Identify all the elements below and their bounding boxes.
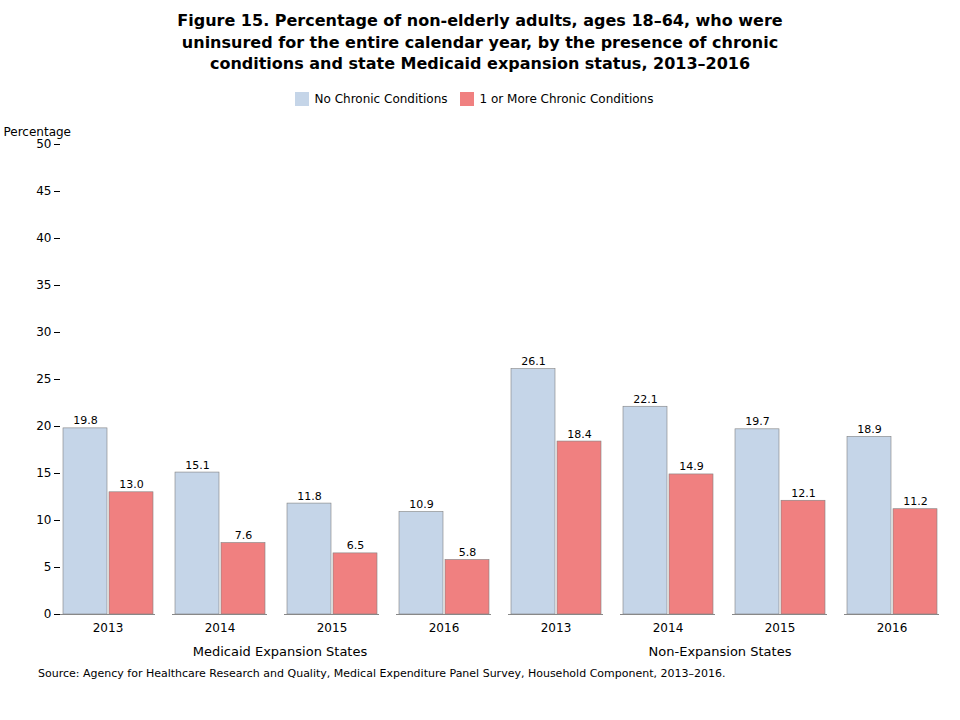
html-text:No Chronic Conditions: No Chronic Conditions xyxy=(314,92,448,107)
svg-text:2015: 2015 xyxy=(765,621,796,635)
svg-text:35: 35 xyxy=(36,278,51,292)
svg-text:2016: 2016 xyxy=(877,621,908,635)
svg-text:5.8: 5.8 xyxy=(459,546,477,559)
svg-text:26.1: 26.1 xyxy=(521,355,546,368)
svg-text:25: 25 xyxy=(36,372,51,386)
svg-text:2013: 2013 xyxy=(93,621,124,635)
html-text:Non-Expansion States: Non-Expansion States xyxy=(648,643,792,659)
html-text:1 or More Chronic Conditions: 1 or More Chronic Conditions xyxy=(479,92,654,107)
svg-text:19.7: 19.7 xyxy=(745,415,770,428)
html-text:Medicaid Expansion States: Medicaid Expansion States xyxy=(192,643,368,659)
svg-text:15: 15 xyxy=(36,466,51,480)
svg-text:14.9: 14.9 xyxy=(679,460,704,473)
html-text:Source: Agency for Healthcare: Source: Agency for Healthcare Research a… xyxy=(38,666,726,680)
svg-text:2014: 2014 xyxy=(653,621,684,635)
svg-text:40: 40 xyxy=(36,231,51,245)
svg-text:12.1: 12.1 xyxy=(791,487,816,500)
svg-text:2015: 2015 xyxy=(317,621,348,635)
svg-text:6.5: 6.5 xyxy=(347,539,365,552)
svg-text:18.9: 18.9 xyxy=(857,423,882,436)
svg-text:13.0: 13.0 xyxy=(119,478,144,491)
svg-text:20: 20 xyxy=(36,419,51,433)
svg-text:11.2: 11.2 xyxy=(903,495,928,508)
svg-text:10: 10 xyxy=(36,513,51,527)
svg-text:15.1: 15.1 xyxy=(185,458,210,471)
svg-text:19.8: 19.8 xyxy=(73,414,98,427)
svg-text:2014: 2014 xyxy=(205,621,236,635)
svg-text:2013: 2013 xyxy=(541,621,572,635)
svg-text:18.4: 18.4 xyxy=(567,427,592,440)
svg-text:7.6: 7.6 xyxy=(235,529,253,542)
svg-text:50: 50 xyxy=(36,137,51,151)
svg-text:45: 45 xyxy=(36,184,51,198)
svg-text:30: 30 xyxy=(36,325,51,339)
svg-text:22.1: 22.1 xyxy=(633,393,658,406)
svg-text:5: 5 xyxy=(44,560,52,574)
svg-text:11.8: 11.8 xyxy=(297,489,322,502)
svg-text:0: 0 xyxy=(44,607,52,621)
svg-text:10.9: 10.9 xyxy=(409,498,434,511)
svg-text:2016: 2016 xyxy=(429,621,460,635)
html-text:Figure 15. Percentage of non-e: Figure 15. Percentage of non-elderly adu… xyxy=(177,11,783,74)
svg-text:Percentage: Percentage xyxy=(4,125,72,139)
